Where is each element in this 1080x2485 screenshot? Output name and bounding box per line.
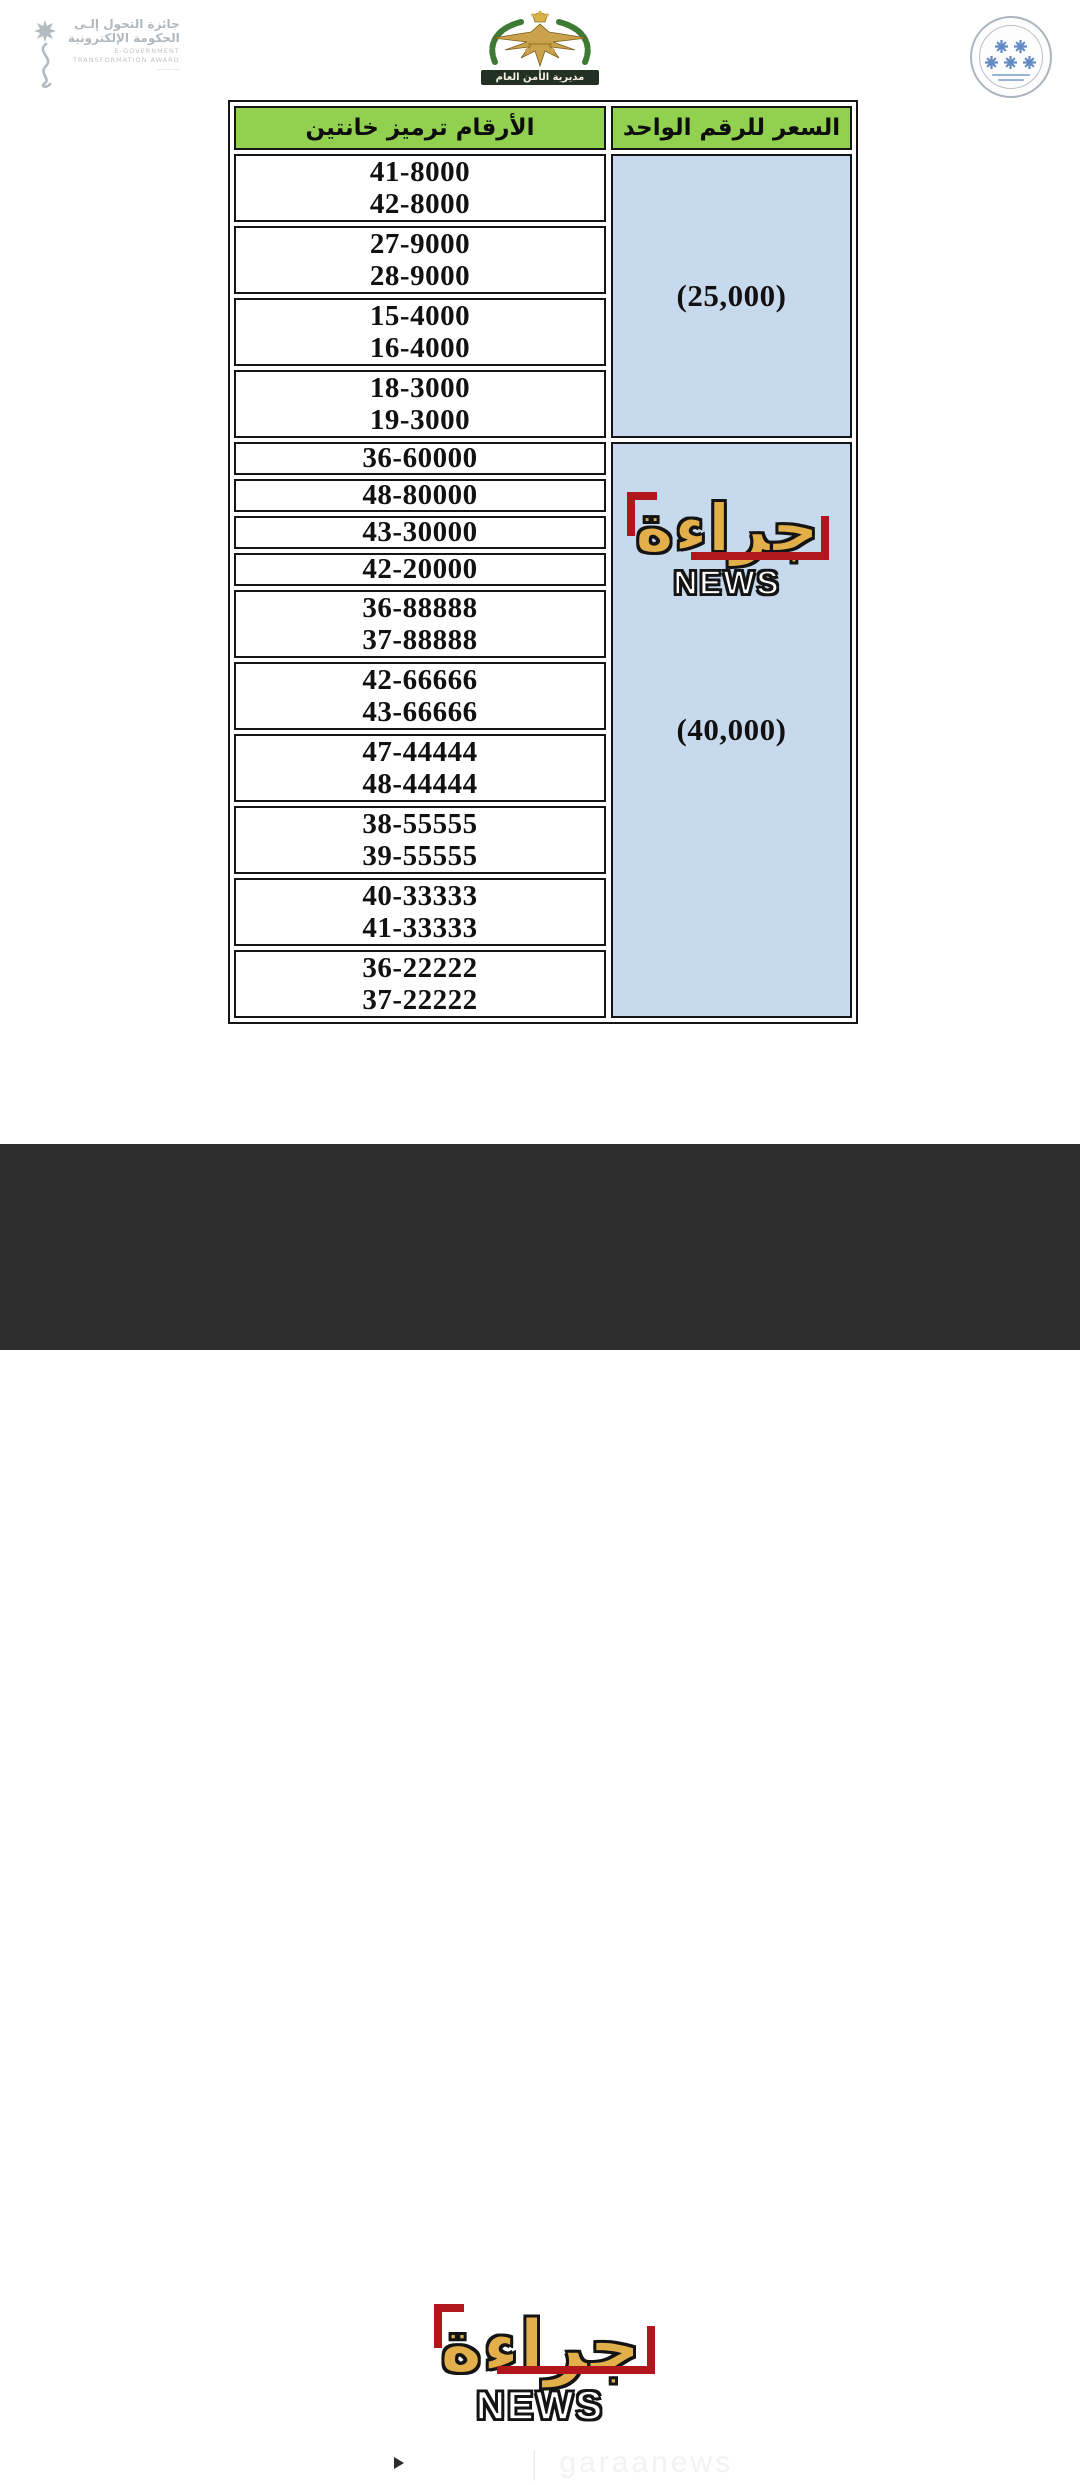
award-line-ar-2: الحكومة الإلكترونية xyxy=(68,30,180,45)
tiktok-icon: ♪ xyxy=(346,2443,369,2483)
table-row: 48-80000 xyxy=(234,479,606,512)
award-swirl-icon xyxy=(28,18,62,94)
x-twitter-icon: X xyxy=(466,2446,487,2479)
table-row: 43-30000 xyxy=(234,516,606,549)
garaa-news-logo: جراءة NEWS xyxy=(434,2304,655,2428)
table-row: 36-60000 xyxy=(234,442,606,475)
social-links-row: ♪ X f | garaanews xyxy=(0,2441,1080,2485)
emblem-star-icon xyxy=(1014,38,1027,53)
psd-ribbon-text: مديرية الأمن العام xyxy=(481,70,599,85)
divider: | xyxy=(529,2445,540,2481)
brand-news-wordmark: NEWS xyxy=(475,2384,604,2428)
social-handle: garaanews xyxy=(559,2446,734,2479)
table-row: 15-4000 16-4000 xyxy=(234,298,606,366)
table-row: 42-66666 43-66666 xyxy=(234,662,606,730)
table-row: 41-8000 42-8000 xyxy=(234,154,606,222)
award-small-script: ـــــ ـــ ـــــ xyxy=(157,65,180,72)
table-row: 27-9000 28-9000 xyxy=(234,226,606,294)
award-line-en-1: E-GOVERNMENT xyxy=(114,46,180,55)
brand-arabic-wordmark: جراءة xyxy=(634,490,820,567)
emblem-star-icon xyxy=(995,38,1008,53)
numbers-column: الأرقام ترميز خانتين 41-8000 42-8000 27-… xyxy=(234,106,606,1018)
award-line-ar-1: جائزة التحول إلـى xyxy=(74,17,180,31)
table-row: 42-20000 xyxy=(234,553,606,586)
egov-award-logo: جائزة التحول إلـى الحكومة الإلكترونية E-… xyxy=(28,17,180,94)
red-bracket-icon xyxy=(496,2326,655,2374)
price-column: السعر للرقم الواحد (25,000) (40,000) xyxy=(611,106,852,1018)
circular-agency-emblem xyxy=(970,16,1052,98)
table-row: 47-44444 48-44444 xyxy=(234,734,606,802)
eagle-wreath-icon xyxy=(465,10,615,76)
table-row: 38-55555 39-55555 xyxy=(234,806,606,874)
emblem-star-icon xyxy=(1004,54,1017,69)
red-bracket-icon xyxy=(627,492,658,536)
table-row: 40-33333 41-33333 xyxy=(234,878,606,946)
brand-news-wordmark: NEWS xyxy=(673,564,781,601)
footer-banner: جراءة NEWS ♪ X f | garaanews xyxy=(0,1144,1080,2481)
table-row: 36-22222 37-22222 xyxy=(234,950,606,1018)
emblem-star-icon xyxy=(985,54,998,69)
garaa-news-watermark: جراءة NEWS xyxy=(612,490,842,601)
emblem-text-line xyxy=(998,79,1024,81)
table-row: 36-88888 37-88888 xyxy=(234,590,606,658)
numbers-column-header: الأرقام ترميز خانتين xyxy=(234,106,606,150)
price-cell-40000: (40,000) xyxy=(611,442,852,1018)
instagram-icon xyxy=(426,2449,455,2477)
price-cell-25000: (25,000) xyxy=(611,154,852,438)
price-column-header: السعر للرقم الواحد xyxy=(611,106,852,150)
phone-number-price-table: الأرقام ترميز خانتين 41-8000 42-8000 27-… xyxy=(228,100,858,1024)
red-bracket-icon xyxy=(434,2304,464,2348)
table-row: 18-3000 19-3000 xyxy=(234,370,606,438)
youtube-icon xyxy=(380,2451,415,2475)
public-security-emblem: مديرية الأمن العام xyxy=(465,10,615,85)
award-line-en-2: TRANSFORMATION AWARD xyxy=(73,56,180,65)
emblem-text-line xyxy=(992,74,1030,76)
facebook-icon: f xyxy=(498,2445,510,2481)
red-bracket-icon xyxy=(690,516,829,560)
emblem-star-icon xyxy=(1023,54,1036,69)
award-logo-text: جائزة التحول إلـى الحكومة الإلكترونية E-… xyxy=(68,17,180,72)
